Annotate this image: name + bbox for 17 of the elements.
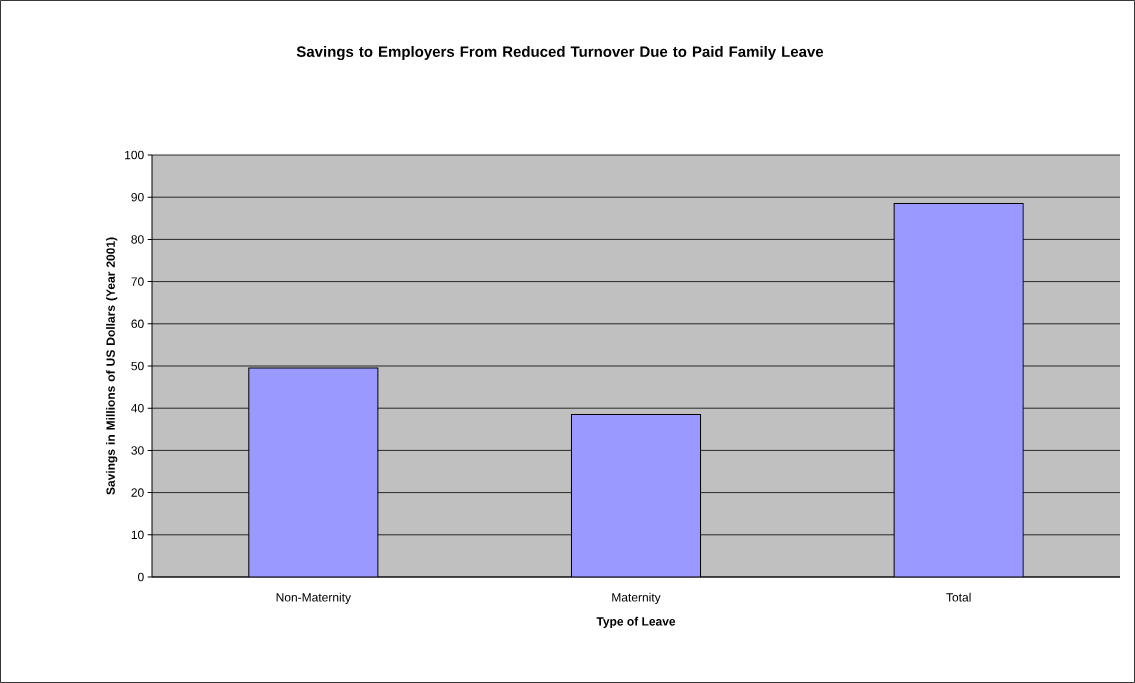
chart-title: Savings to Employers From Reduced Turnover Due to Paid Family Leave (296, 45, 824, 61)
y-tick-label: 40 (131, 403, 144, 413)
y-tick-label: 50 (131, 361, 144, 371)
x-axis-title: Type of Leave (596, 616, 676, 629)
y-tick-label: 10 (131, 530, 144, 540)
y-tick-label: 60 (131, 319, 144, 329)
x-tick-label: Total (946, 592, 971, 602)
x-tick-label: Non-Maternity (276, 592, 351, 604)
x-tick-label: Maternity (612, 592, 661, 604)
y-axis-title: Savings in Millions of US Dollars (Year 2001) (106, 237, 118, 495)
y-tick-label: 20 (131, 488, 144, 497)
y-tick-label: 90 (131, 192, 144, 202)
y-tick-label: 70 (131, 277, 144, 286)
y-tick-label: 80 (131, 235, 144, 244)
y-tick-label: 0 (138, 572, 144, 582)
y-tick-label: 30 (131, 446, 144, 455)
y-tick-label: 100 (125, 150, 144, 160)
